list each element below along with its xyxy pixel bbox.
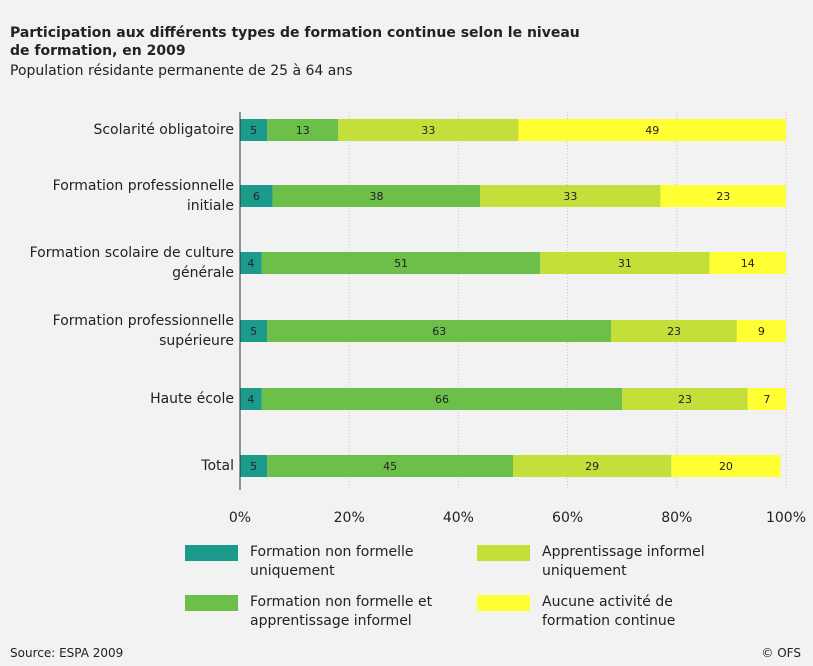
- legend-label: Aucune activité de formation continue: [542, 594, 676, 629]
- legend-swatch: [185, 545, 238, 561]
- data-label: 4: [247, 257, 254, 270]
- bar-segment: [540, 252, 710, 274]
- bar-segment: [261, 252, 541, 274]
- bar-segment: [267, 320, 612, 342]
- legend-swatch: [185, 595, 238, 611]
- bar-segment: [240, 252, 262, 274]
- x-tick-label: 60%: [552, 510, 584, 526]
- data-label: 6: [253, 190, 260, 203]
- bar-segment: [660, 185, 786, 207]
- data-label: 23: [716, 190, 730, 203]
- chart-subtitle: Population résidante permanente de 25 à …: [10, 63, 353, 79]
- bar-segment: [611, 320, 737, 342]
- bar-segment: [513, 455, 672, 477]
- y-tick-label: Formation scolaire de culture générale: [29, 245, 234, 281]
- data-label: 29: [585, 460, 599, 473]
- bar-segment: [671, 455, 781, 477]
- bar-segment: [747, 388, 786, 410]
- bar-segment: [240, 320, 268, 342]
- data-label: 7: [763, 393, 770, 406]
- legend-label: Formation non formelle et apprentissage …: [250, 594, 433, 629]
- bar-segment: [240, 388, 262, 410]
- chart-title: Participation aux différents types de fo…: [10, 25, 580, 59]
- data-label: 5: [250, 325, 257, 338]
- data-label: 5: [250, 460, 257, 473]
- data-label: 20: [719, 460, 733, 473]
- data-label: 13: [296, 124, 310, 137]
- x-tick-label: 0%: [228, 510, 252, 526]
- data-label: 14: [741, 257, 755, 270]
- data-label: 66: [435, 393, 449, 406]
- x-tick-label: 100%: [765, 510, 807, 526]
- bar-segment: [736, 320, 786, 342]
- bar-segment: [261, 388, 623, 410]
- bar-segment: [518, 119, 786, 141]
- bar-segment: [240, 119, 268, 141]
- data-label: 51: [394, 257, 408, 270]
- bar-segment: [622, 388, 748, 410]
- bar-segment: [240, 185, 273, 207]
- y-tick-label: Formation professionnelle supérieure: [52, 313, 234, 349]
- legend-label: Formation non formelle uniquement: [250, 544, 414, 579]
- data-label: 23: [678, 393, 692, 406]
- legend-swatch: [477, 595, 530, 611]
- data-label: 49: [645, 124, 659, 137]
- x-tick-label: 80%: [661, 510, 693, 526]
- data-label: 23: [667, 325, 681, 338]
- data-label: 9: [758, 325, 765, 338]
- data-label: 4: [247, 393, 254, 406]
- x-tick-label: 40%: [442, 510, 474, 526]
- data-label: 33: [421, 124, 435, 137]
- data-label: 31: [618, 257, 632, 270]
- bar-segment: [709, 252, 786, 274]
- legend-swatch: [477, 545, 530, 561]
- legend-label: Apprentissage informel uniquement: [542, 544, 705, 579]
- bar-segment: [267, 455, 513, 477]
- bar-segment: [480, 185, 661, 207]
- y-tick-label: Haute école: [150, 391, 234, 407]
- y-tick-label: Formation professionnelle initiale: [52, 178, 234, 214]
- credit: © OFS: [761, 646, 801, 660]
- data-label: 38: [370, 190, 384, 203]
- bar-segment: [240, 455, 268, 477]
- y-tick-label: Scolarité obligatoire: [93, 122, 234, 138]
- data-label: 33: [563, 190, 577, 203]
- bar-segment: [267, 119, 339, 141]
- bar-segment: [272, 185, 481, 207]
- data-label: 5: [250, 124, 257, 137]
- data-label: 63: [432, 325, 446, 338]
- x-tick-label: 20%: [333, 510, 365, 526]
- bar-segment: [338, 119, 519, 141]
- data-label: 45: [383, 460, 397, 473]
- source: Source: ESPA 2009: [10, 646, 124, 660]
- y-tick-label: Total: [201, 458, 234, 474]
